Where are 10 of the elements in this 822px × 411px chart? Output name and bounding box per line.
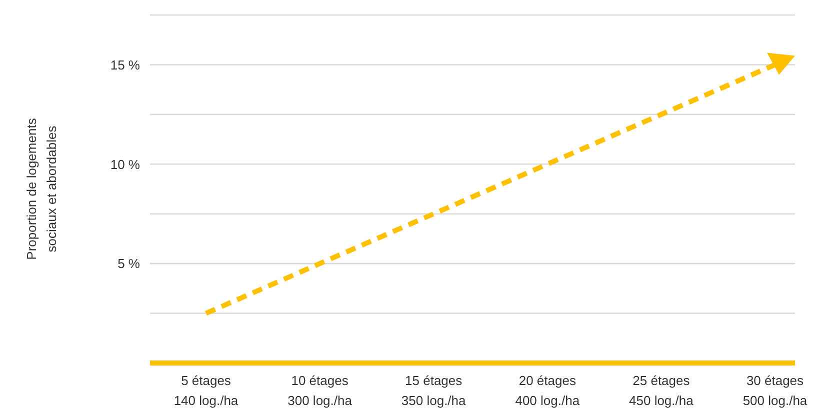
- x-tick-label: 10 étages 300 log./ha: [288, 373, 353, 408]
- y-tick-label: 5 %: [118, 256, 140, 272]
- x-tick-label: 15 étages 350 log./ha: [401, 373, 467, 408]
- y-tick-label: 15 %: [110, 57, 140, 72]
- x-tick-label: 25 étages 450 log./ha: [629, 373, 694, 408]
- x-tick-label: 30 étages 500 log./ha: [742, 373, 808, 408]
- y-axis-title: Proportion de logements sociaux et abordables: [24, 118, 59, 260]
- y-tick-label: 10 %: [110, 156, 140, 172]
- x-tick-label: 5 étages 140 log./ha: [174, 373, 239, 408]
- x-tick-label: 20 étages 400 log./ha: [515, 373, 580, 408]
